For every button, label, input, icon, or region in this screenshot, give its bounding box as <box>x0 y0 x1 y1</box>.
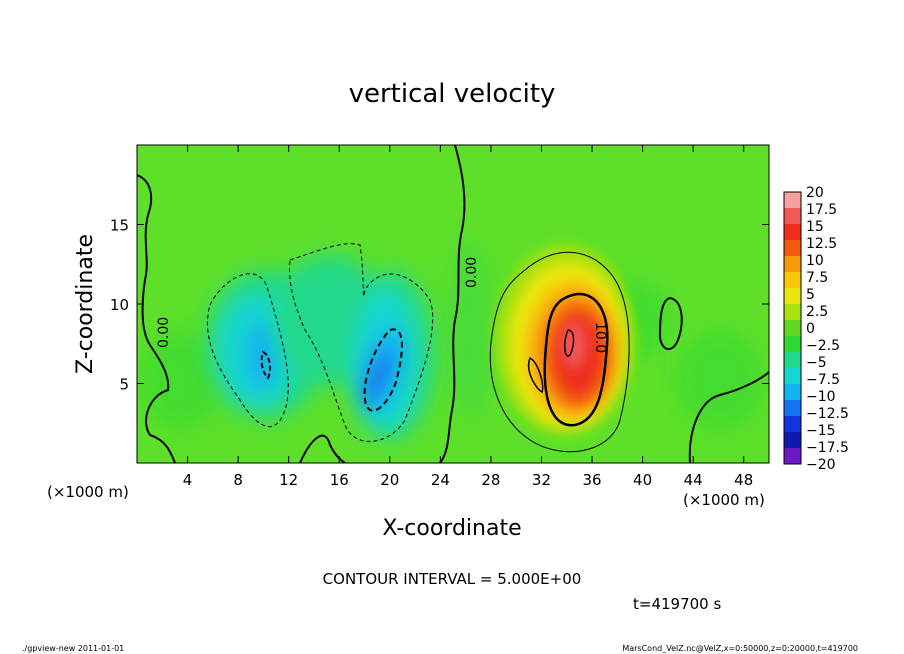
colorbar-swatch <box>784 416 801 433</box>
x-tick-label: 44 <box>684 471 703 489</box>
x-unit-left: (×1000 m) <box>47 483 129 501</box>
x-axis-ticks: 4 8 12 16 20 24 28 32 36 40 44 48 <box>183 145 753 489</box>
colorbar-label: −2.5 <box>806 338 840 354</box>
colorbar-label: −10 <box>806 389 836 405</box>
zero-contour-middle <box>439 145 466 463</box>
x-tick-label: 28 <box>481 471 500 489</box>
z-tick-label: 10 <box>110 296 129 314</box>
colorbar-swatch <box>784 432 801 449</box>
downdraft-middle <box>275 255 435 440</box>
contour-interval-text: CONTOUR INTERVAL = 5.000E+00 <box>323 570 582 588</box>
colorbar-label: 15 <box>806 219 824 235</box>
colorbar-label: 0 <box>806 321 815 337</box>
x-unit-right: (×1000 m) <box>683 491 765 509</box>
x-tick-label: 12 <box>279 471 298 489</box>
colorbar-label: −20 <box>806 457 836 473</box>
downdraft-middle-contour <box>289 243 434 442</box>
colorbar-swatch <box>784 304 801 321</box>
zero-contour-bottom-right <box>688 371 769 463</box>
z-axis-label: Z-coordinate <box>73 234 98 374</box>
x-tick-label: 4 <box>183 471 193 489</box>
contour-label-updraft: 10.0 <box>592 322 608 353</box>
footer-right: MarsCond_VelZ.nc@VelZ,x=0:50000,z=0:2000… <box>622 644 858 653</box>
updraft-core-contour <box>563 329 575 357</box>
footer-left: ./gpview-new 2011-01-01 <box>22 644 124 653</box>
downdraft-left-contour <box>207 273 289 428</box>
contour-label-left: 0.00 <box>156 317 172 348</box>
colorbar-swatch <box>784 192 801 209</box>
contour-lines <box>137 145 769 463</box>
plot-area: 0.00 0.00 10.0 <box>137 145 769 463</box>
zero-contour-right-blob <box>658 296 683 350</box>
colorbar-swatch <box>784 400 801 417</box>
colorbar-swatch <box>784 368 801 385</box>
x-tick-label: 32 <box>532 471 551 489</box>
zero-contour-bottom <box>299 434 346 463</box>
chart-title: vertical velocity <box>349 79 556 109</box>
updraft-10-contour <box>543 292 609 427</box>
colorbar-swatch <box>784 256 801 273</box>
downdraft-left-inner-contour <box>260 350 272 380</box>
x-tick-label: 48 <box>734 471 753 489</box>
colorbar-label: 10 <box>806 253 824 269</box>
colorbar-label: 20 <box>806 185 824 201</box>
colorbar-label: 17.5 <box>806 202 837 218</box>
colorbar-swatch <box>784 272 801 289</box>
zero-contour-left <box>137 174 176 463</box>
colorbar-swatch <box>784 224 801 241</box>
colorbar-label: 5 <box>806 287 815 303</box>
colorbar-label: −5 <box>806 355 827 371</box>
colorbar-label: −12.5 <box>806 406 849 422</box>
z-tick-label: 15 <box>110 217 129 235</box>
colorbar-label: 12.5 <box>806 236 837 252</box>
colorbar-frame <box>783 191 802 465</box>
colorbar-label: 2.5 <box>806 304 828 320</box>
colorbar-swatch <box>784 288 801 305</box>
x-tick-label: 20 <box>380 471 399 489</box>
colorbar-swatch <box>784 208 801 225</box>
x-tick-label: 24 <box>431 471 450 489</box>
colorbar-swatch <box>784 352 801 369</box>
z-axis-ticks: 5 10 15 <box>110 217 769 394</box>
colorbar-label: −7.5 <box>806 372 840 388</box>
colorbar-swatch <box>784 384 801 401</box>
colorbar-swatch <box>784 448 801 465</box>
colorbar-label: 7.5 <box>806 270 828 286</box>
updraft-outer-contour <box>489 251 630 453</box>
downdraft-10-contour <box>363 328 403 412</box>
x-tick-label: 40 <box>633 471 652 489</box>
colorbar-label: −15 <box>806 423 836 439</box>
x-tick-label: 16 <box>330 471 349 489</box>
x-tick-label: 8 <box>233 471 243 489</box>
downdraft-left <box>205 270 325 420</box>
colorbar-label: −17.5 <box>806 440 849 456</box>
colorbar: 2017.51512.5107.552.50−2.5−5−7.5−10−12.5… <box>783 185 849 473</box>
x-axis-label: X-coordinate <box>382 516 521 541</box>
colorbar-swatch <box>784 336 801 353</box>
time-text: t=419700 s <box>633 595 721 613</box>
colorbar-swatch <box>784 320 801 337</box>
z-tick-label: 5 <box>119 376 129 394</box>
contour-label-middle: 0.00 <box>464 257 480 288</box>
colorbar-swatch <box>784 240 801 257</box>
x-tick-label: 36 <box>582 471 601 489</box>
updraft-small-contour <box>528 356 544 394</box>
